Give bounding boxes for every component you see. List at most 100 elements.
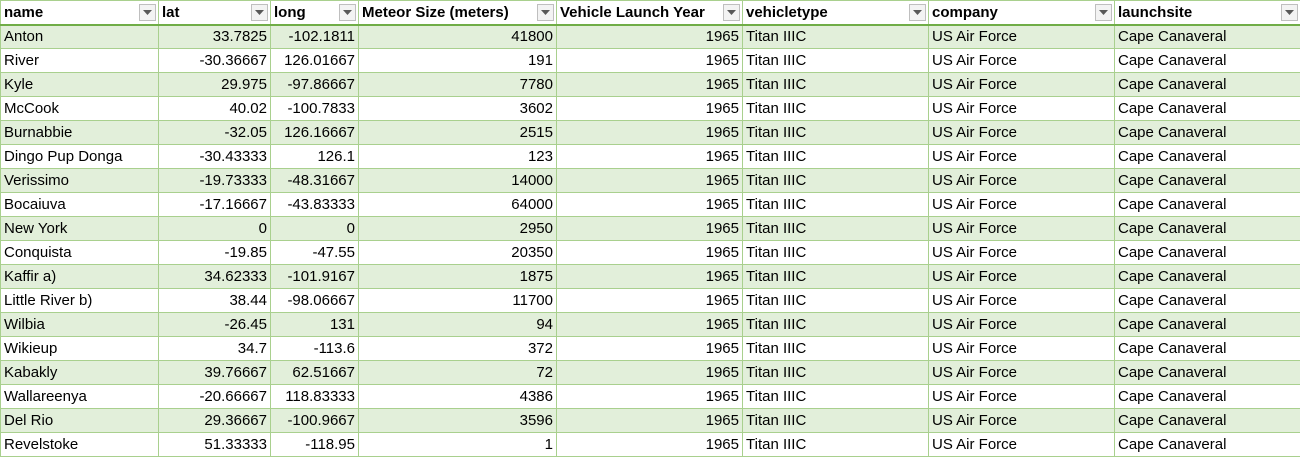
table-cell[interactable]: Kyle (0, 72, 159, 97)
table-cell[interactable]: -19.85 (158, 240, 271, 265)
table-cell[interactable]: Cape Canaveral (1114, 216, 1300, 241)
table-cell[interactable]: -26.45 (158, 312, 271, 337)
table-cell[interactable]: Dingo Pup Donga (0, 144, 159, 169)
table-cell[interactable]: Titan IIIC (742, 264, 929, 289)
table-cell[interactable]: -97.86667 (270, 72, 359, 97)
table-cell[interactable]: Wallareenya (0, 384, 159, 409)
table-cell[interactable]: -47.55 (270, 240, 359, 265)
table-cell[interactable]: -102.1811 (270, 24, 359, 49)
table-cell[interactable]: Cape Canaveral (1114, 240, 1300, 265)
table-cell[interactable]: 3602 (358, 96, 557, 121)
table-cell[interactable]: Cape Canaveral (1114, 360, 1300, 385)
table-cell[interactable]: Wikieup (0, 336, 159, 361)
table-cell[interactable]: 1965 (556, 24, 743, 49)
table-cell[interactable]: Titan IIIC (742, 168, 929, 193)
table-cell[interactable]: 1965 (556, 120, 743, 145)
table-cell[interactable]: Cape Canaveral (1114, 288, 1300, 313)
table-cell[interactable]: Titan IIIC (742, 96, 929, 121)
table-cell[interactable]: -100.9667 (270, 408, 359, 433)
table-cell[interactable]: -113.6 (270, 336, 359, 361)
table-cell[interactable]: 2950 (358, 216, 557, 241)
filter-dropdown-button[interactable] (723, 4, 740, 21)
column-header[interactable]: vehicletype (742, 0, 929, 26)
filter-dropdown-button[interactable] (339, 4, 356, 21)
table-cell[interactable]: Cape Canaveral (1114, 72, 1300, 97)
table-cell[interactable]: Titan IIIC (742, 240, 929, 265)
table-cell[interactable]: 39.76667 (158, 360, 271, 385)
table-cell[interactable]: 0 (270, 216, 359, 241)
table-cell[interactable]: 40.02 (158, 96, 271, 121)
table-cell[interactable]: Titan IIIC (742, 432, 929, 457)
table-cell[interactable]: Titan IIIC (742, 384, 929, 409)
table-cell[interactable]: Bocaiuva (0, 192, 159, 217)
table-cell[interactable]: 1965 (556, 384, 743, 409)
table-cell[interactable]: -98.06667 (270, 288, 359, 313)
table-cell[interactable]: 34.62333 (158, 264, 271, 289)
column-header[interactable]: launchsite (1114, 0, 1300, 26)
table-cell[interactable]: 372 (358, 336, 557, 361)
table-cell[interactable]: 1965 (556, 240, 743, 265)
table-cell[interactable]: 1965 (556, 312, 743, 337)
table-cell[interactable]: Wilbia (0, 312, 159, 337)
table-cell[interactable]: -30.36667 (158, 48, 271, 73)
table-cell[interactable]: Verissimo (0, 168, 159, 193)
table-cell[interactable]: McCook (0, 96, 159, 121)
table-cell[interactable]: -19.73333 (158, 168, 271, 193)
table-cell[interactable]: Titan IIIC (742, 144, 929, 169)
table-cell[interactable]: Burnabbie (0, 120, 159, 145)
table-cell[interactable]: Titan IIIC (742, 24, 929, 49)
table-cell[interactable]: Titan IIIC (742, 216, 929, 241)
table-cell[interactable]: 62.51667 (270, 360, 359, 385)
filter-dropdown-button[interactable] (1095, 4, 1112, 21)
table-cell[interactable]: 118.83333 (270, 384, 359, 409)
table-cell[interactable]: 29.36667 (158, 408, 271, 433)
table-cell[interactable]: US Air Force (928, 360, 1115, 385)
table-cell[interactable]: Titan IIIC (742, 288, 929, 313)
table-cell[interactable]: 38.44 (158, 288, 271, 313)
table-cell[interactable]: Cape Canaveral (1114, 168, 1300, 193)
table-cell[interactable]: US Air Force (928, 288, 1115, 313)
table-cell[interactable]: US Air Force (928, 72, 1115, 97)
table-cell[interactable]: Anton (0, 24, 159, 49)
table-cell[interactable]: 20350 (358, 240, 557, 265)
table-cell[interactable]: Cape Canaveral (1114, 144, 1300, 169)
filter-dropdown-button[interactable] (909, 4, 926, 21)
table-cell[interactable]: 4386 (358, 384, 557, 409)
table-cell[interactable]: 1 (358, 432, 557, 457)
table-cell[interactable]: Conquista (0, 240, 159, 265)
table-cell[interactable]: US Air Force (928, 240, 1115, 265)
table-cell[interactable]: 126.01667 (270, 48, 359, 73)
table-cell[interactable]: 72 (358, 360, 557, 385)
table-cell[interactable]: Cape Canaveral (1114, 384, 1300, 409)
table-cell[interactable]: US Air Force (928, 336, 1115, 361)
table-cell[interactable]: US Air Force (928, 168, 1115, 193)
table-cell[interactable]: -100.7833 (270, 96, 359, 121)
table-cell[interactable]: Titan IIIC (742, 72, 929, 97)
table-cell[interactable]: 51.33333 (158, 432, 271, 457)
table-cell[interactable]: -118.95 (270, 432, 359, 457)
table-cell[interactable]: 1875 (358, 264, 557, 289)
column-header[interactable]: company (928, 0, 1115, 26)
column-header[interactable]: lat (158, 0, 271, 26)
table-cell[interactable]: 41800 (358, 24, 557, 49)
filter-dropdown-button[interactable] (1281, 4, 1298, 21)
table-cell[interactable]: 1965 (556, 72, 743, 97)
table-cell[interactable]: 1965 (556, 336, 743, 361)
table-cell[interactable]: 131 (270, 312, 359, 337)
column-header[interactable]: name (0, 0, 159, 26)
table-cell[interactable]: Titan IIIC (742, 120, 929, 145)
table-cell[interactable]: Titan IIIC (742, 48, 929, 73)
table-cell[interactable]: Cape Canaveral (1114, 120, 1300, 145)
table-cell[interactable]: 14000 (358, 168, 557, 193)
table-cell[interactable]: US Air Force (928, 144, 1115, 169)
table-cell[interactable]: US Air Force (928, 48, 1115, 73)
table-cell[interactable]: Cape Canaveral (1114, 24, 1300, 49)
table-cell[interactable]: Cape Canaveral (1114, 432, 1300, 457)
table-cell[interactable]: 7780 (358, 72, 557, 97)
table-cell[interactable]: 1965 (556, 168, 743, 193)
table-cell[interactable]: -30.43333 (158, 144, 271, 169)
table-cell[interactable]: US Air Force (928, 120, 1115, 145)
table-cell[interactable]: 33.7825 (158, 24, 271, 49)
table-cell[interactable]: US Air Force (928, 384, 1115, 409)
table-cell[interactable]: 126.16667 (270, 120, 359, 145)
